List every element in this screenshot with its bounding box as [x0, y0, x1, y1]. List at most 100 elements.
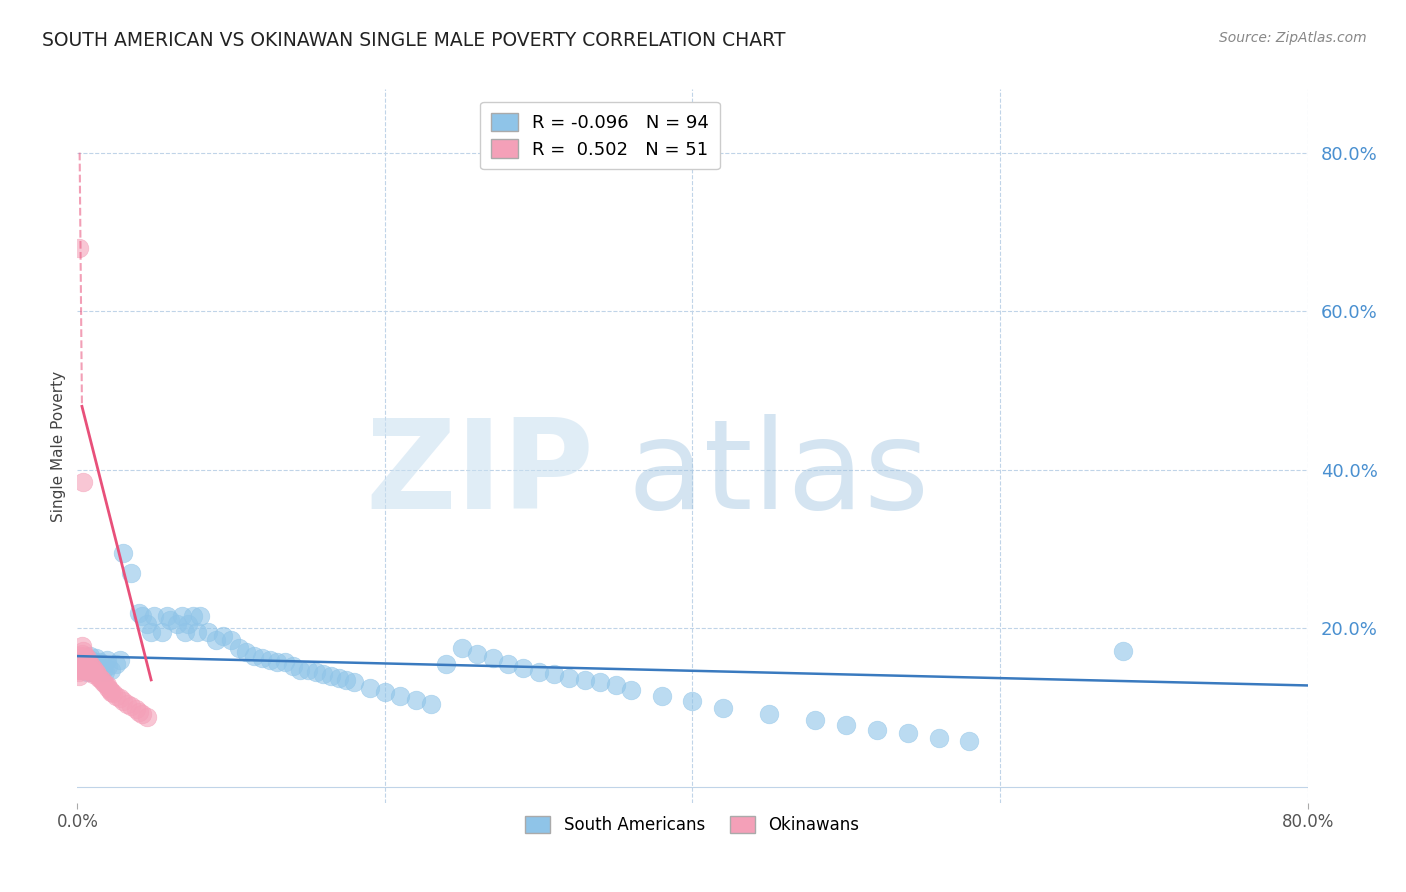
Point — [73, 663, 96, 677]
Point — [69, 663, 91, 677]
Point — [312, 667, 335, 681]
Point — [204, 633, 226, 648]
Point — [93, 663, 115, 677]
Point — [1112, 643, 1135, 657]
Point — [150, 625, 173, 640]
Point — [512, 661, 534, 675]
Point — [79, 649, 101, 664]
Point — [274, 655, 297, 669]
Point — [83, 665, 105, 679]
Point — [481, 651, 503, 665]
Point — [758, 706, 780, 721]
Point — [86, 663, 108, 677]
Point — [94, 665, 117, 679]
Point — [83, 655, 105, 669]
Point — [72, 475, 94, 489]
Point — [96, 678, 118, 692]
Text: SOUTH AMERICAN VS OKINAWAN SINGLE MALE POVERTY CORRELATION CHART: SOUTH AMERICAN VS OKINAWAN SINGLE MALE P… — [42, 31, 786, 50]
Point — [496, 657, 519, 671]
Point — [93, 675, 115, 690]
Point — [112, 546, 135, 560]
Point — [94, 677, 117, 691]
Point — [82, 667, 104, 681]
Point — [97, 659, 120, 673]
Point — [84, 651, 107, 665]
Point — [135, 617, 157, 632]
Point — [110, 653, 132, 667]
Point — [125, 702, 148, 716]
Point — [67, 657, 90, 671]
Point — [96, 653, 118, 667]
Point — [67, 241, 90, 255]
Point — [77, 663, 100, 677]
Point — [89, 655, 111, 669]
Point — [79, 657, 101, 671]
Point — [97, 681, 120, 695]
Point — [181, 609, 204, 624]
Point — [87, 671, 110, 685]
Point — [835, 718, 858, 732]
Point — [83, 663, 105, 677]
Point — [90, 657, 114, 671]
Text: Source: ZipAtlas.com: Source: ZipAtlas.com — [1219, 31, 1367, 45]
Point — [69, 649, 91, 664]
Point — [527, 665, 550, 679]
Point — [82, 659, 104, 673]
Point — [70, 639, 93, 653]
Point — [120, 699, 142, 714]
Point — [100, 685, 122, 699]
Point — [131, 706, 153, 721]
Point — [120, 566, 142, 580]
Point — [77, 655, 100, 669]
Point — [866, 723, 889, 737]
Point — [72, 657, 94, 671]
Point — [290, 663, 312, 677]
Point — [87, 659, 110, 673]
Point — [73, 657, 96, 671]
Point — [589, 675, 612, 690]
Point — [928, 731, 950, 745]
Point — [711, 700, 734, 714]
Point — [67, 663, 90, 677]
Point — [67, 659, 90, 673]
Point — [212, 629, 235, 643]
Point — [465, 647, 488, 661]
Point — [79, 663, 101, 677]
Point — [80, 665, 103, 679]
Text: atlas: atlas — [627, 414, 929, 535]
Point — [177, 617, 200, 632]
Point — [450, 641, 472, 656]
Point — [574, 673, 596, 687]
Point — [80, 665, 103, 679]
Point — [305, 665, 328, 679]
Point — [70, 657, 93, 671]
Point — [343, 675, 366, 690]
Point — [79, 661, 101, 675]
Point — [67, 669, 90, 683]
Point — [77, 657, 100, 671]
Point — [166, 617, 188, 632]
Point — [76, 651, 98, 665]
Point — [957, 734, 980, 748]
Point — [405, 692, 427, 706]
Point — [155, 609, 177, 624]
Text: ZIP: ZIP — [366, 414, 595, 535]
Point — [141, 625, 163, 640]
Point — [243, 649, 266, 664]
Point — [69, 655, 91, 669]
Y-axis label: Single Male Poverty: Single Male Poverty — [51, 370, 66, 522]
Point — [319, 669, 342, 683]
Point — [259, 653, 281, 667]
Point — [605, 678, 627, 692]
Legend: South Americans, Okinawans: South Americans, Okinawans — [519, 809, 866, 841]
Point — [188, 609, 212, 624]
Point — [170, 609, 193, 624]
Point — [297, 663, 319, 677]
Point — [174, 625, 197, 640]
Point — [128, 606, 150, 620]
Point — [335, 673, 357, 687]
Point — [80, 659, 103, 673]
Point — [80, 653, 103, 667]
Point — [186, 625, 208, 640]
Point — [82, 661, 104, 675]
